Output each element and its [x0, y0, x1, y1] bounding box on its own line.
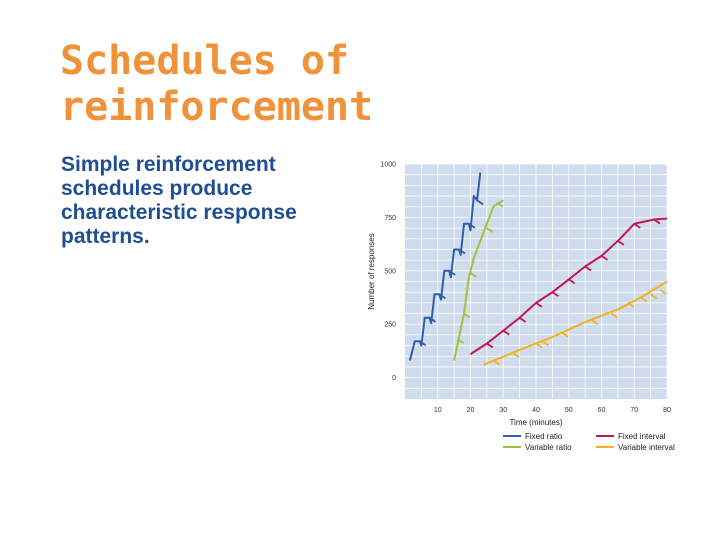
reinforcement-mark-variable-interval: [627, 302, 635, 308]
series-line-variable-interval: [483, 280, 668, 366]
reinforcement-mark-variable-interval: [492, 359, 500, 366]
reinforcement-mark-variable-ratio: [470, 272, 477, 278]
chart-grid: [405, 163, 668, 399]
chart-series: [408, 172, 668, 366]
y-tick-label: 250: [384, 322, 396, 329]
reinforcement-mark-variable-interval: [542, 340, 550, 347]
reinforcement-mark-fixed-interval: [584, 265, 592, 272]
reinforcement-mark-fixed-interval: [535, 302, 543, 308]
x-tick-label: 10: [434, 407, 442, 414]
y-tick-label: 0: [392, 375, 396, 382]
reinforcement-mark-variable-ratio: [486, 227, 494, 233]
reinforcement-mark-fixed-ratio: [476, 199, 484, 206]
slide-body-text: Simple reinforcement schedules produce c…: [61, 153, 297, 248]
reinforcement-mark-fixed-interval: [601, 255, 608, 261]
reinforcement-mark-fixed-interval: [653, 218, 661, 225]
legend-label-fixed-interval: Fixed interval: [618, 432, 666, 441]
x-tick-label: 20: [467, 407, 475, 414]
legend-label-fixed-ratio: Fixed ratio: [525, 432, 563, 441]
x-tick-label: 70: [630, 407, 638, 414]
reinforcement-mark-fixed-ratio: [448, 270, 456, 276]
reinforcement-chart: 0 250 500 750 1000 10 20 30 40 50 60 70 80 Number o…: [367, 162, 675, 453]
reinforcement-mark-fixed-interval: [617, 240, 625, 246]
reinforcement-mark-variable-interval: [591, 319, 599, 325]
reinforcement-mark-variable-interval: [561, 332, 569, 338]
reinforcement-mark-fixed-interval: [568, 278, 576, 285]
reinforcement-mark-variable-interval: [610, 312, 618, 319]
x-tick-labels: 10 20 30 40 50 60 70 80: [434, 407, 671, 414]
reinforcement-mark-fixed-interval: [519, 317, 527, 323]
series-line-fixed-ratio: [408, 172, 482, 361]
reinforcement-mark-fixed-ratio: [438, 293, 446, 300]
slide-title: Schedules of reinforcement: [60, 38, 374, 130]
x-tick-label: 40: [532, 407, 540, 414]
y-tick-label: 1000: [380, 162, 396, 169]
legend-label-variable-ratio: Variable ratio: [525, 443, 572, 452]
reinforcement-mark-variable-interval: [659, 289, 667, 295]
reinforcement-mark-variable-interval: [512, 352, 520, 358]
reinforcement-mark-variable-interval: [535, 342, 543, 349]
reinforcement-mark-fixed-interval: [502, 329, 510, 336]
reinforcement-mark-variable-ratio: [463, 312, 471, 319]
x-axis-label: Time (minutes): [509, 418, 562, 427]
x-tick-label: 60: [598, 407, 606, 414]
reinforcement-mark-fixed-ratio: [419, 340, 427, 347]
x-tick-label: 30: [499, 407, 507, 414]
reinforcement-mark-variable-interval: [640, 296, 648, 303]
legend-label-variable-interval: Variable interval: [618, 443, 675, 452]
reinforcement-mark-fixed-interval: [486, 342, 494, 349]
reinforcement-mark-fixed-interval: [633, 223, 641, 229]
reinforcement-mark-fixed-ratio: [429, 317, 437, 323]
reinforcement-mark-variable-ratio: [456, 338, 464, 344]
reinforcement-mark-variable-interval: [650, 293, 658, 300]
y-axis-label: Number of responses: [367, 233, 376, 309]
reinforcement-mark-variable-ratio: [496, 201, 504, 208]
reinforcement-mark-fixed-ratio: [468, 223, 476, 229]
reinforcement-mark-fixed-ratio: [458, 248, 466, 255]
y-tick-labels: 0 250 500 750 1000: [380, 162, 396, 383]
y-tick-label: 750: [384, 215, 396, 222]
chart-legend: Fixed ratio Fixed interval Variable ratio V…: [503, 432, 675, 452]
y-tick-label: 500: [384, 268, 396, 275]
x-tick-label: 80: [663, 407, 671, 414]
x-tick-label: 50: [565, 407, 573, 414]
reinforcement-mark-fixed-interval: [551, 291, 559, 297]
